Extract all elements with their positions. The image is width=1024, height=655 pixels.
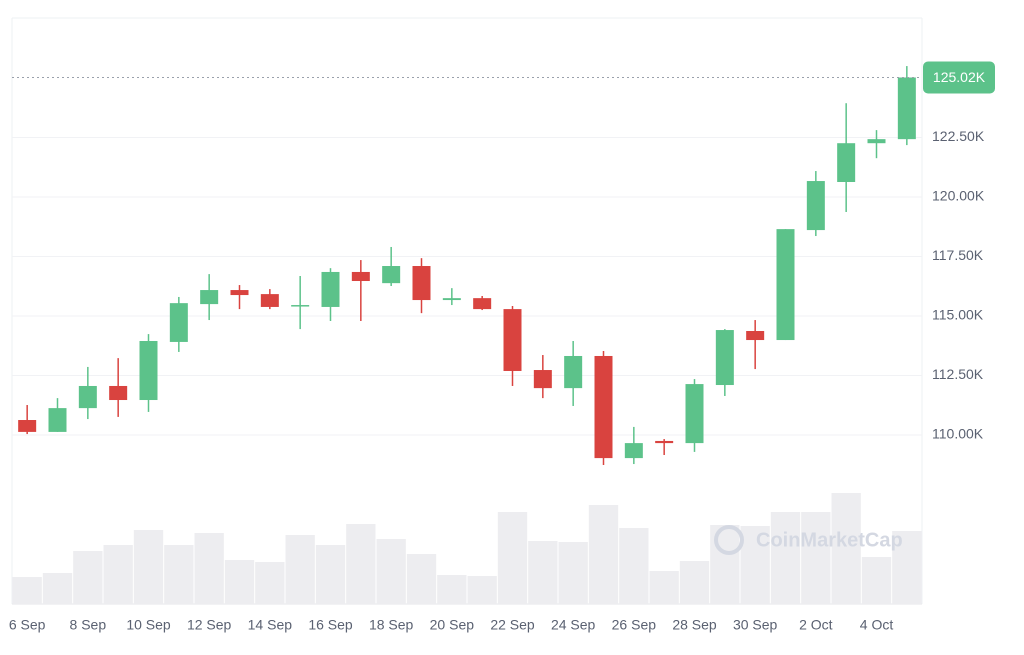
x-tick-label: 20 Sep: [430, 617, 475, 633]
y-tick-label: 110.00K: [932, 426, 984, 442]
last-price-box: [923, 61, 995, 94]
candle-body: [473, 298, 492, 310]
volume-bar: [740, 526, 770, 604]
candle-body: [382, 266, 401, 284]
volume-bar: [679, 561, 710, 604]
candle-body: [897, 77, 916, 140]
volume-bar: [285, 535, 315, 604]
watermark: CoinMarketCap: [714, 525, 903, 555]
candle-body: [776, 229, 795, 341]
candle-body: [78, 385, 97, 409]
x-tick-label: 12 Sep: [187, 617, 232, 633]
x-tick-label: 2 Oct: [799, 617, 833, 633]
candle-body: [200, 290, 219, 305]
y-tick-label: 115.00K: [932, 307, 984, 323]
volume-bar: [376, 539, 406, 604]
x-tick-label: 26 Sep: [612, 617, 657, 633]
candle-body: [412, 266, 431, 301]
last-price-label: 125.02K: [933, 69, 986, 85]
volume-bar: [224, 560, 255, 604]
candle-body: [564, 355, 583, 389]
x-tick-label: 16 Sep: [308, 617, 353, 633]
x-tick-label: 18 Sep: [369, 617, 414, 633]
volume-bar: [588, 505, 619, 604]
volume-bar: [831, 493, 861, 604]
volume-bar: [528, 541, 558, 604]
candle-body: [867, 139, 886, 144]
candle-body: [685, 384, 704, 444]
volume-bar: [497, 512, 528, 604]
y-tick-label: 112.50K: [932, 366, 984, 382]
volume-bar: [73, 551, 103, 604]
candle-body: [291, 305, 310, 307]
volume-bar: [406, 554, 437, 604]
volume-bar: [861, 557, 892, 604]
x-tick-label: 4 Oct: [860, 617, 894, 633]
x-tick-label: 6 Sep: [9, 617, 46, 633]
volume-bar: [770, 512, 801, 604]
volume-bar: [649, 571, 679, 604]
candle-body: [837, 143, 856, 182]
watermark-logo: [714, 525, 744, 555]
candle-body: [655, 440, 674, 444]
candle-body: [715, 330, 734, 386]
candle-body: [18, 420, 37, 432]
x-tick-label: 8 Sep: [70, 617, 107, 633]
y-tick-label: 117.50K: [932, 247, 984, 263]
volume-bar: [103, 545, 133, 604]
candle-body: [594, 355, 613, 459]
volume-bar: [346, 524, 376, 604]
volume-bar: [892, 531, 922, 604]
volume-bar: [558, 542, 588, 604]
y-tick-label: 120.00K: [932, 188, 985, 204]
candle-body: [260, 294, 279, 307]
candle-body: [230, 290, 249, 296]
candle-body: [533, 370, 552, 389]
candle-body: [48, 408, 67, 432]
candle-body: [169, 303, 188, 342]
candle-body: [351, 271, 370, 282]
x-tick-label: 30 Sep: [733, 617, 778, 633]
volume-bar: [12, 577, 42, 604]
volume-bar: [42, 573, 73, 604]
volume-bar: [194, 533, 224, 604]
candle-body: [321, 271, 340, 307]
candle-body: [139, 340, 158, 401]
volume-bar: [315, 545, 346, 604]
candle-body: [624, 443, 643, 459]
y-tick-label: 122.50K: [932, 128, 985, 144]
volume-bar: [619, 528, 649, 604]
volume-bar: [437, 575, 467, 604]
candle-body: [109, 385, 128, 401]
volume-bar: [133, 530, 164, 604]
candle-body: [746, 330, 765, 341]
x-tick-label: 22 Sep: [490, 617, 535, 633]
watermark-text: CoinMarketCap: [756, 529, 903, 551]
x-tick-label: 14 Sep: [248, 617, 293, 633]
volume-bar: [467, 576, 497, 604]
candle-body: [806, 181, 825, 231]
candle-body: [503, 309, 522, 371]
x-tick-label: 10 Sep: [126, 617, 171, 633]
volume-bar: [164, 545, 194, 604]
x-tick-label: 24 Sep: [551, 617, 596, 633]
x-tick-label: 28 Sep: [672, 617, 717, 633]
volume-bar: [801, 512, 831, 604]
candle-body: [442, 298, 461, 301]
volume-bar: [255, 562, 285, 604]
